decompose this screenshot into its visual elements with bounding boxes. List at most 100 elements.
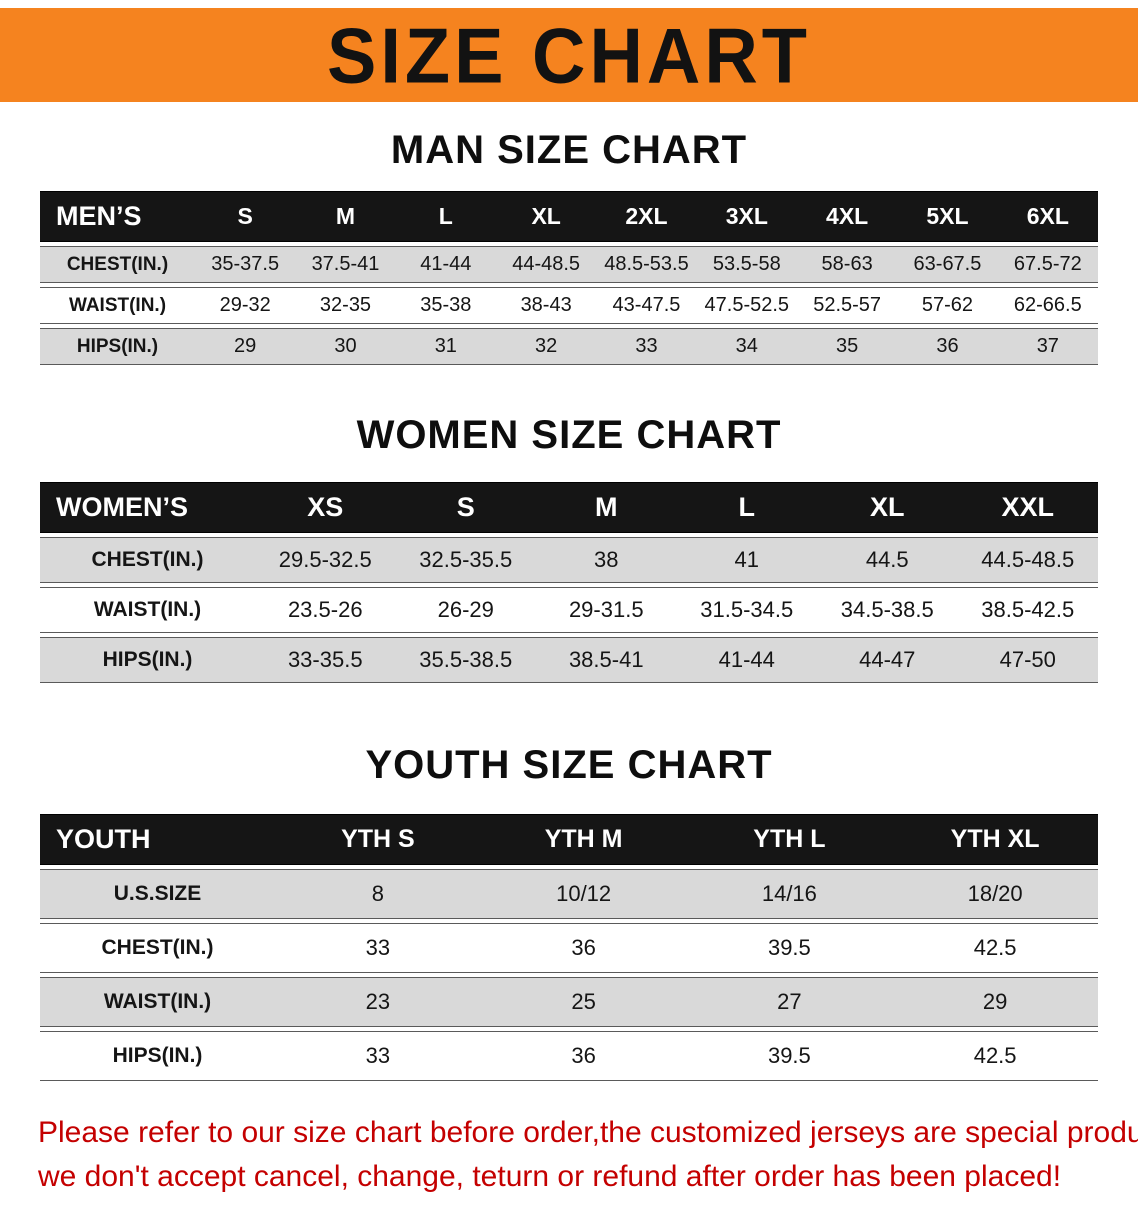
cell: 53.5-58 [696, 246, 797, 283]
men-table-wrap: MEN’S S M L XL 2XL 3XL 4XL 5XL 6XL CHEST(IN.) 35-37… [0, 187, 1138, 369]
men-size-table: MEN’S S M L XL 2XL 3XL 4XL 5XL 6XL CHEST(IN.) 35-37… [40, 187, 1098, 369]
cell: 44.5-48.5 [957, 537, 1098, 583]
cell: 35 [796, 328, 898, 365]
cell: 44-48.5 [495, 246, 597, 283]
youth-corner-label: YOUTH [40, 814, 275, 865]
column-header: L [395, 191, 496, 242]
cell: 30 [295, 328, 396, 365]
cell: 38-43 [495, 287, 597, 324]
column-header: S [195, 191, 296, 242]
header-row: WOMEN’S XS S M L XL XXL [40, 482, 1098, 533]
header-row: MEN’S S M L XL 2XL 3XL 4XL 5XL 6XL [40, 191, 1098, 242]
column-header: M [536, 482, 677, 533]
disclaimer-line-1: Please refer to our size chart before or… [38, 1116, 1138, 1149]
cell: 52.5-57 [796, 287, 898, 324]
cell: 38 [536, 537, 677, 583]
row-label: CHEST(IN.) [40, 246, 195, 283]
cell: 47-50 [957, 637, 1098, 683]
cell: 29.5-32.5 [255, 537, 396, 583]
row-label: HIPS(IN.) [40, 328, 195, 365]
cell: 27 [686, 977, 893, 1027]
women-corner-label: WOMEN’S [40, 482, 255, 533]
cell: 41-44 [676, 637, 817, 683]
table-row: CHEST(IN.) 29.5-32.5 32.5-35.5 38 41 44.5 44.5… [40, 537, 1098, 583]
banner-title: SIZE CHART [327, 11, 811, 99]
column-header: YTH S [275, 814, 481, 865]
cell: 39.5 [686, 1031, 893, 1081]
cell: 33-35.5 [255, 637, 396, 683]
cell: 36 [480, 1031, 687, 1081]
youth-table-wrap: YOUTH YTH S YTH M YTH L YTH XL U.S.SIZE 8 10/12… [0, 810, 1138, 1085]
women-table-wrap: WOMEN’S XS S M L XL XXL CHEST(IN.) 29.5-32.5 32.5… [0, 478, 1138, 687]
row-label: HIPS(IN.) [40, 1031, 275, 1081]
row-label: CHEST(IN.) [40, 923, 275, 973]
cell: 29-31.5 [536, 587, 677, 633]
cell: 29-32 [195, 287, 296, 324]
men-corner-label: MEN’S [40, 191, 195, 242]
cell: 37 [997, 328, 1098, 365]
women-section-heading: WOMEN SIZE CHART [356, 413, 782, 457]
row-label: U.S.SIZE [40, 869, 275, 919]
cell: 33 [275, 1031, 481, 1081]
table-row: CHEST(IN.) 33 36 39.5 42.5 [40, 923, 1098, 973]
table-row: HIPS(IN.) 33 36 39.5 42.5 [40, 1031, 1098, 1081]
cell: 36 [897, 328, 998, 365]
cell: 47.5-52.5 [696, 287, 797, 324]
size-chart-banner: SIZE CHART [0, 8, 1138, 102]
column-header: YTH XL [892, 814, 1098, 865]
table-row: U.S.SIZE 8 10/12 14/16 18/20 [40, 869, 1098, 919]
cell: 67.5-72 [997, 246, 1098, 283]
cell: 34 [696, 328, 797, 365]
table-row: WAIST(IN.) 29-32 32-35 35-38 38-43 43-47.5 47.… [40, 287, 1098, 324]
column-header: YTH M [480, 814, 687, 865]
cell: 32.5-35.5 [395, 537, 536, 583]
cell: 39.5 [686, 923, 893, 973]
row-label: WAIST(IN.) [40, 587, 255, 633]
table-row: CHEST(IN.) 35-37.5 37.5-41 41-44 44-48.5 48.5… [40, 246, 1098, 283]
row-label: CHEST(IN.) [40, 537, 255, 583]
cell: 31 [395, 328, 496, 365]
column-header: 6XL [997, 191, 1098, 242]
cell: 63-67.5 [897, 246, 998, 283]
column-header: S [395, 482, 536, 533]
cell: 36 [480, 923, 687, 973]
column-header: XL [495, 191, 597, 242]
header-row: YOUTH YTH S YTH M YTH L YTH XL [40, 814, 1098, 865]
youth-section-heading: YOUTH SIZE CHART [365, 743, 773, 787]
row-label: WAIST(IN.) [40, 977, 275, 1027]
cell: 41-44 [395, 246, 496, 283]
cell: 38.5-41 [536, 637, 677, 683]
cell: 33 [275, 923, 481, 973]
cell: 35-38 [395, 287, 496, 324]
column-header: 4XL [796, 191, 898, 242]
cell: 35.5-38.5 [395, 637, 536, 683]
cell: 41 [676, 537, 817, 583]
column-header: M [295, 191, 396, 242]
column-header: 2XL [596, 191, 697, 242]
cell: 42.5 [892, 1031, 1098, 1081]
column-header: XL [817, 482, 958, 533]
cell: 29 [892, 977, 1098, 1027]
cell: 58-63 [796, 246, 898, 283]
men-section-heading: MAN SIZE CHART [390, 128, 748, 172]
cell: 25 [480, 977, 687, 1027]
row-label: HIPS(IN.) [40, 637, 255, 683]
row-label: WAIST(IN.) [40, 287, 195, 324]
cell: 10/12 [480, 869, 687, 919]
cell: 44.5 [817, 537, 958, 583]
cell: 26-29 [395, 587, 536, 633]
cell: 29 [195, 328, 296, 365]
column-header: XS [255, 482, 396, 533]
cell: 57-62 [897, 287, 998, 324]
table-row: HIPS(IN.) 33-35.5 35.5-38.5 38.5-41 41-44 44-… [40, 637, 1098, 683]
table-row: WAIST(IN.) 23.5-26 26-29 29-31.5 31.5-34.5 34… [40, 587, 1098, 633]
cell: 38.5-42.5 [957, 587, 1098, 633]
cell: 37.5-41 [295, 246, 396, 283]
disclaimer-line-2: we don't accept cancel, change, teturn o… [38, 1159, 1062, 1193]
column-header: 3XL [696, 191, 797, 242]
table-row: WAIST(IN.) 23 25 27 29 [40, 977, 1098, 1027]
cell: 42.5 [892, 923, 1098, 973]
youth-size-table: YOUTH YTH S YTH M YTH L YTH XL U.S.SIZE 8 10/12… [40, 810, 1098, 1085]
cell: 62-66.5 [997, 287, 1098, 324]
